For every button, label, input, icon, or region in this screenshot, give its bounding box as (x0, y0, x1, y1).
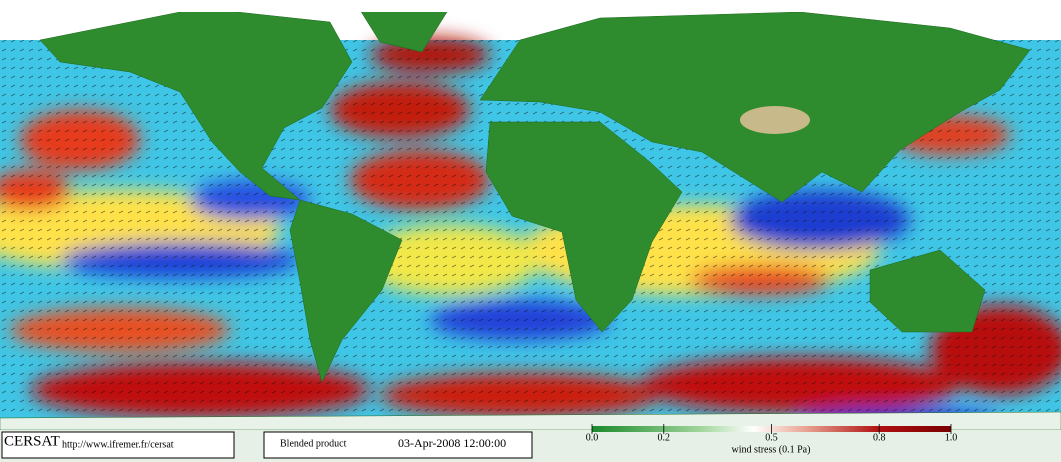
eurasia (479, 11, 1031, 203)
land (0, 3, 1061, 431)
south-america (289, 199, 403, 383)
product-box (263, 431, 533, 459)
logo: CERSAT (4, 433, 60, 449)
colorbar-tick-label: 0.5 (765, 432, 778, 443)
antarctica (0, 411, 1061, 431)
info-box (1, 431, 235, 459)
colorbar-tick-label: 0.0 (586, 432, 599, 443)
product: Blended product (280, 438, 347, 449)
africa (485, 121, 683, 333)
colorbar-label: wind stress (0.1 Pa) (732, 444, 811, 455)
colorbar-tick-label: 0.8 (873, 432, 886, 443)
colorbar-tick-label: 0.2 (658, 432, 671, 443)
australia (869, 249, 986, 333)
footer: CERSAT http://www.ifremer.fr/cersat Blen… (0, 426, 1061, 462)
colorbar-tick-label: 1.0 (945, 432, 958, 443)
datetime: 03-Apr-2008 12:00:00 (398, 436, 506, 450)
url: http://www.ifremer.fr/cersat (62, 439, 174, 450)
